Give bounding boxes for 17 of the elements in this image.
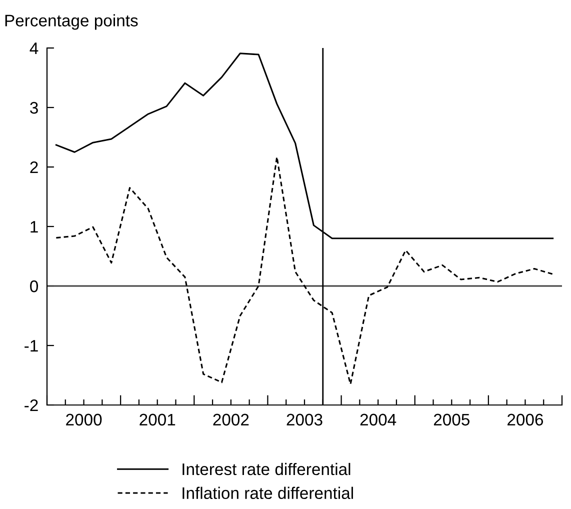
y-tick-label: -2 xyxy=(24,399,38,412)
x-tick-label: 2005 xyxy=(434,414,470,426)
legend-label: Inflation rate differential xyxy=(182,486,353,500)
x-tick-label: 2004 xyxy=(360,414,396,426)
legend-label: Interest rate differential xyxy=(182,462,350,476)
y-tick-label: 3 xyxy=(30,102,38,114)
y-tick-label: -1 xyxy=(24,340,38,352)
x-tick-label: 2001 xyxy=(140,414,176,426)
x-tick-label: 2002 xyxy=(213,414,249,426)
x-tick-label: 2006 xyxy=(508,414,544,426)
x-tick-label: 2000 xyxy=(66,414,102,426)
y-tick-label: 0 xyxy=(30,280,38,292)
x-tick-label: 2003 xyxy=(286,414,322,426)
y-tick-label: 2 xyxy=(30,161,38,174)
y-axis-title: Percentage points xyxy=(5,14,138,30)
y-tick-label: 4 xyxy=(30,42,38,54)
y-tick-label: 1 xyxy=(30,221,38,233)
